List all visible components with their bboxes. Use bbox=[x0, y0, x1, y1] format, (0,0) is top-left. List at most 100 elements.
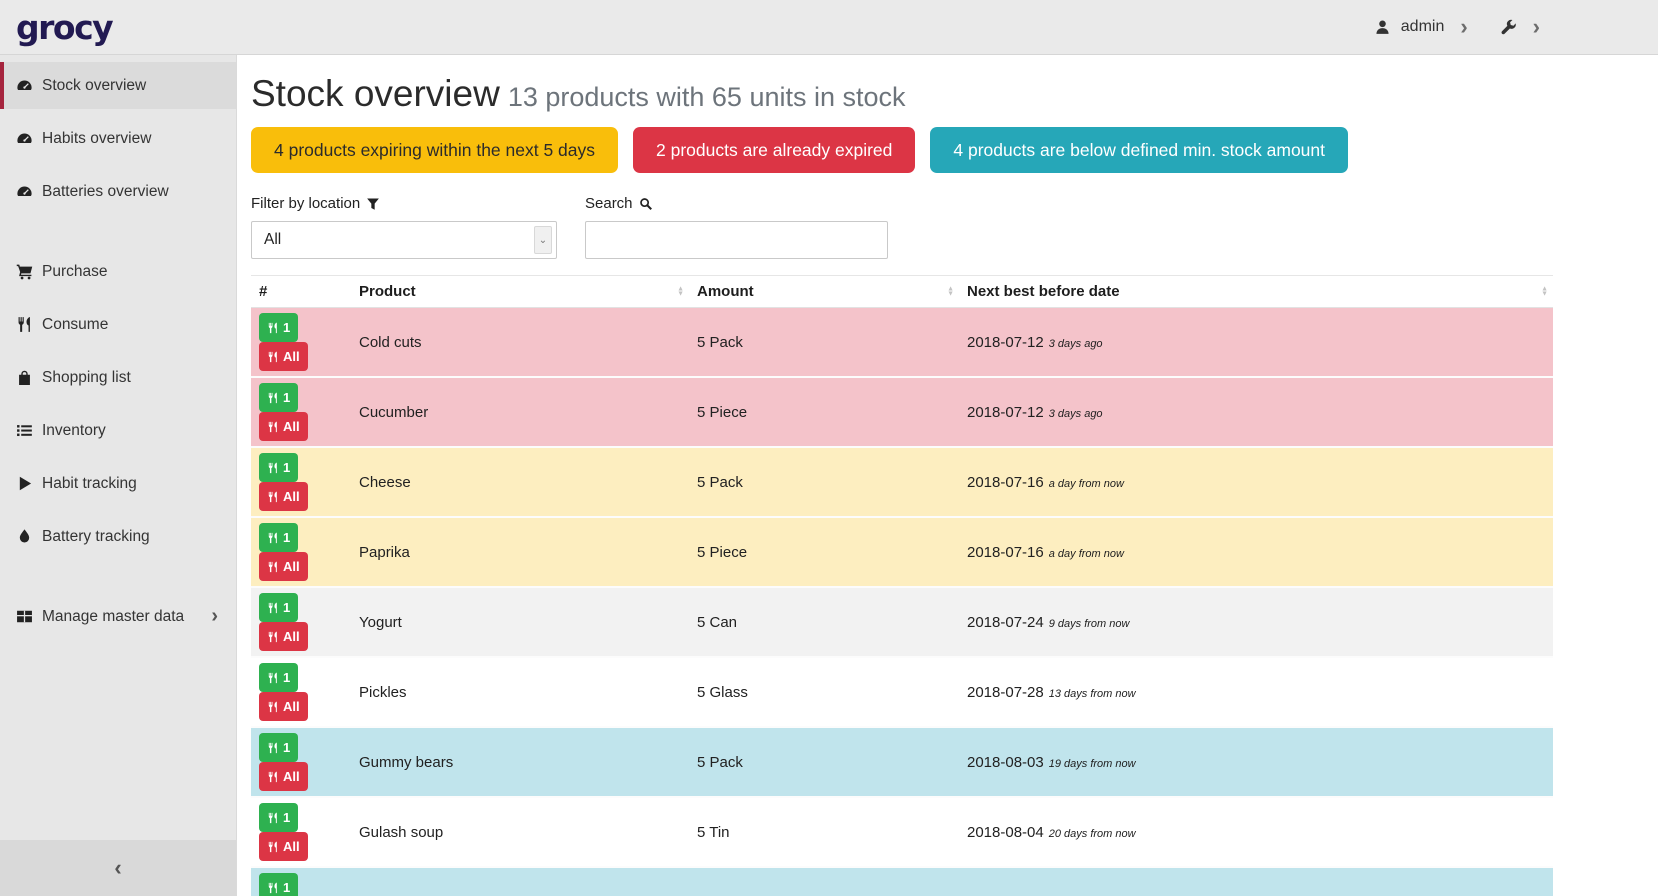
consume-one-button[interactable]: 1 bbox=[259, 313, 298, 342]
sidebar-item-inventory[interactable]: Inventory bbox=[0, 407, 236, 454]
product-cell: Cold cuts bbox=[351, 308, 689, 378]
status-badges: 4 products expiring within the next 5 da… bbox=[251, 127, 1553, 173]
amount-cell: 5 Pack bbox=[689, 867, 959, 896]
sidebar-item-habits-overview[interactable]: Habits overview bbox=[0, 115, 236, 162]
best-before-cell: 2018-07-123 days ago bbox=[959, 377, 1553, 447]
amount-cell: 5 Pack bbox=[689, 447, 959, 517]
best-before-date: 2018-07-16 bbox=[967, 544, 1044, 561]
chevron-right-icon: › bbox=[211, 605, 222, 628]
amount-cell: 5 Glass bbox=[689, 657, 959, 727]
sidebar-item-habit-tracking[interactable]: Habit tracking bbox=[0, 460, 236, 507]
best-before-cell: 2018-08-0319 days from now bbox=[959, 727, 1553, 797]
sort-icon[interactable]: ▲▼ bbox=[1541, 286, 1548, 297]
consume-one-button[interactable]: 1 bbox=[259, 873, 298, 896]
sidebar-item-battery-tracking[interactable]: Battery tracking bbox=[0, 513, 236, 560]
utensils-icon bbox=[267, 812, 279, 824]
page-title: Stock overview 13 products with 65 units … bbox=[251, 73, 1553, 115]
consume-one-button[interactable]: 1 bbox=[259, 663, 298, 692]
utensils-icon bbox=[267, 672, 279, 684]
product-cell: Cheese bbox=[351, 447, 689, 517]
utensils-icon bbox=[16, 316, 33, 333]
consume-one-button[interactable]: 1 bbox=[259, 383, 298, 412]
consume-one-button[interactable]: 1 bbox=[259, 593, 298, 622]
consume-all-button[interactable]: All bbox=[259, 482, 308, 511]
sidebar-item-label: Batteries overview bbox=[42, 183, 222, 201]
utensils-icon bbox=[267, 392, 279, 404]
tachometer-icon bbox=[16, 183, 33, 200]
main-content: Stock overview 13 products with 65 units … bbox=[237, 55, 1658, 896]
column-header-product[interactable]: Product▲▼ bbox=[351, 276, 689, 308]
collapse-sidebar-button[interactable]: ‹ bbox=[114, 857, 121, 879]
best-before-relative: 13 days from now bbox=[1049, 688, 1136, 700]
sidebar-item-batteries-overview[interactable]: Batteries overview bbox=[0, 168, 236, 215]
sort-icon[interactable]: ▲▼ bbox=[947, 286, 954, 297]
wrench-icon[interactable] bbox=[1500, 19, 1517, 36]
sidebar-item-shopping-list[interactable]: Shopping list bbox=[0, 354, 236, 401]
product-cell: Cucumber bbox=[351, 377, 689, 447]
stock-table: # Product▲▼ Amount▲▼ Next best before da… bbox=[251, 275, 1553, 896]
expired-badge[interactable]: 2 products are already expired bbox=[633, 127, 915, 173]
location-filter-label-text: Filter by location bbox=[251, 195, 360, 212]
sidebar-item-label: Battery tracking bbox=[42, 528, 222, 546]
below-min-stock-badge[interactable]: 4 products are below defined min. stock … bbox=[930, 127, 1348, 173]
row-actions-cell: 1All bbox=[251, 377, 351, 447]
row-actions-cell: 1All bbox=[251, 727, 351, 797]
utensils-icon bbox=[267, 561, 279, 573]
consume-all-button[interactable]: All bbox=[259, 552, 308, 581]
column-header-best-before[interactable]: Next best before date▲▼ bbox=[959, 276, 1553, 308]
table-row: 1AllCookies5 Pack2019-01-106 months from… bbox=[251, 867, 1553, 896]
app-logo[interactable]: grocy bbox=[16, 11, 112, 44]
search-label-text: Search bbox=[585, 195, 633, 212]
consume-all-button[interactable]: All bbox=[259, 622, 308, 651]
utensils-icon bbox=[267, 491, 279, 503]
play-icon bbox=[16, 475, 33, 492]
cart-icon bbox=[16, 263, 33, 280]
topbar: grocy admin › › bbox=[0, 0, 1658, 55]
consume-one-button[interactable]: 1 bbox=[259, 523, 298, 552]
best-before-cell: 2018-07-249 days from now bbox=[959, 587, 1553, 657]
table-row: 1AllCheese5 Pack2018-07-16a day from now bbox=[251, 447, 1553, 517]
consume-all-button[interactable]: All bbox=[259, 342, 308, 371]
sort-icon[interactable]: ▲▼ bbox=[677, 286, 684, 297]
search-icon bbox=[639, 197, 653, 211]
consume-all-button[interactable]: All bbox=[259, 412, 308, 441]
product-cell: Gulash soup bbox=[351, 797, 689, 867]
amount-cell: 5 Can bbox=[689, 587, 959, 657]
best-before-date: 2018-07-28 bbox=[967, 684, 1044, 701]
consume-one-button[interactable]: 1 bbox=[259, 453, 298, 482]
best-before-date: 2018-08-03 bbox=[967, 754, 1044, 771]
sidebar-item-stock-overview[interactable]: Stock overview bbox=[0, 62, 236, 109]
product-cell: Cookies bbox=[351, 867, 689, 896]
column-header-amount[interactable]: Amount▲▼ bbox=[689, 276, 959, 308]
consume-all-button[interactable]: All bbox=[259, 762, 308, 791]
utensils-icon bbox=[267, 841, 279, 853]
consume-one-button[interactable]: 1 bbox=[259, 733, 298, 762]
username[interactable]: admin bbox=[1401, 18, 1445, 36]
sidebar-item-consume[interactable]: Consume bbox=[0, 301, 236, 348]
sidebar-item-label: Consume bbox=[42, 316, 222, 334]
search-group: Search bbox=[585, 195, 888, 259]
page-subtitle: 13 products with 65 units in stock bbox=[508, 82, 906, 112]
row-actions-cell: 1All bbox=[251, 308, 351, 378]
location-select[interactable]: All ⌄ bbox=[251, 221, 557, 259]
consume-one-button[interactable]: 1 bbox=[259, 803, 298, 832]
utensils-icon bbox=[267, 462, 279, 474]
search-input[interactable] bbox=[585, 221, 888, 259]
sidebar-item-purchase[interactable]: Purchase bbox=[0, 248, 236, 295]
best-before-relative: 3 days ago bbox=[1049, 408, 1103, 420]
row-actions-cell: 1All bbox=[251, 447, 351, 517]
product-cell: Pickles bbox=[351, 657, 689, 727]
consume-all-button[interactable]: All bbox=[259, 832, 308, 861]
amount-cell: 5 Pack bbox=[689, 308, 959, 378]
sidebar-item-manage-master-data[interactable]: Manage master data› bbox=[0, 593, 236, 640]
page-title-text: Stock overview bbox=[251, 73, 500, 114]
expiring-badge[interactable]: 4 products expiring within the next 5 da… bbox=[251, 127, 618, 173]
sidebar-item-label: Shopping list bbox=[42, 369, 222, 387]
best-before-relative: 9 days from now bbox=[1049, 618, 1130, 630]
consume-all-button[interactable]: All bbox=[259, 692, 308, 721]
chevron-right-icon[interactable]: › bbox=[1454, 16, 1473, 38]
chevron-right-icon[interactable]: › bbox=[1527, 16, 1546, 38]
table-row: 1All Pickles5 Glass 2018-07-28 13 days from… bbox=[251, 657, 1553, 727]
sidebar-group-gap bbox=[0, 566, 236, 593]
tachometer-icon bbox=[16, 77, 33, 94]
